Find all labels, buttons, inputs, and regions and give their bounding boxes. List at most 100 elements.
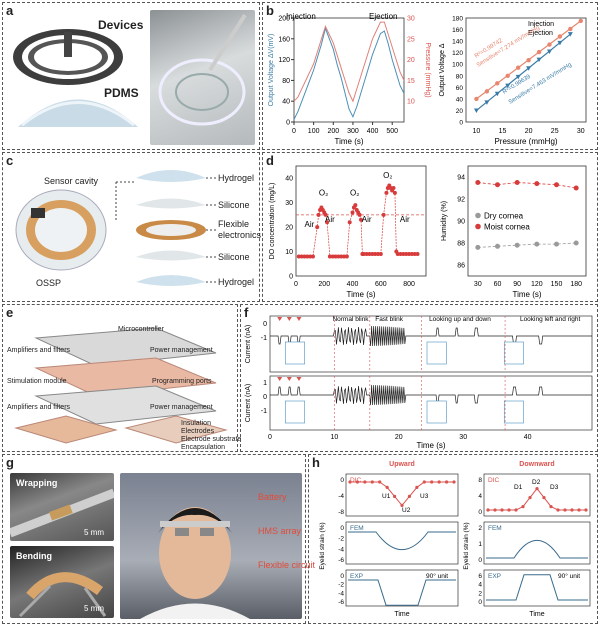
y-axis-label: Output Voltage ΔV(mV) [268, 34, 275, 107]
dic-point [486, 508, 490, 512]
x-tick-label: 200 [327, 128, 339, 135]
panel-f-label: f [244, 305, 249, 320]
x-tick-label: 0 [294, 281, 298, 288]
hydrogel-bottom-label: Hydrogel [218, 277, 255, 287]
annotation: Air [325, 215, 335, 224]
exp-line [486, 574, 588, 601]
dic-point [535, 487, 539, 491]
blink-marker [296, 377, 302, 381]
x-tick-label: 120 [531, 281, 543, 288]
y-tick-label: 8 [478, 477, 482, 484]
dic-point [584, 508, 588, 512]
data-point [534, 181, 540, 187]
y-tick-label: 40 [285, 176, 293, 183]
segment-label: Fast blink [375, 316, 404, 323]
plot-frame [483, 473, 591, 517]
y-tick-label: 2 [478, 525, 482, 532]
y-tick-label: 40 [456, 96, 464, 103]
legend-marker [475, 223, 481, 230]
x-axis-label: Time [529, 611, 544, 618]
panel-e-label: e [6, 305, 14, 320]
y-tick-label: -1 [261, 335, 267, 342]
inset-box [285, 341, 305, 365]
data-point-ejection [557, 34, 563, 39]
plot-frame [345, 473, 459, 517]
y-tick-label: -2 [338, 582, 344, 589]
data-point [404, 252, 409, 256]
point-label: D3 [550, 484, 559, 491]
data-point [316, 212, 321, 217]
panel-a-photo [150, 10, 255, 145]
series-line-voltage [293, 26, 405, 120]
data-point-injection [567, 32, 573, 37]
row-label: EXP [488, 573, 501, 580]
microcontroller-label: Microcontroller [118, 326, 164, 333]
y-tick-label: 6 [478, 573, 482, 580]
y2-tick-label: 20 [407, 57, 415, 64]
annotation: Air [400, 215, 410, 224]
data-point [305, 254, 310, 259]
x-tick-label: 60 [494, 281, 502, 288]
annotation-injection: Injection [286, 12, 316, 21]
dic-point [528, 496, 532, 500]
y-tick-label: 90 [457, 219, 465, 226]
x-tick-label: 0 [292, 128, 296, 135]
dic-point [542, 496, 546, 500]
data-point-injection [494, 91, 500, 97]
data-point [299, 254, 304, 259]
y-axis-label: Current (nA) [245, 384, 252, 423]
x-tick-label: 10 [331, 434, 339, 441]
y-tick-label: 0 [478, 557, 482, 564]
data-point [347, 220, 352, 225]
y-tick-label: 0 [478, 509, 482, 516]
data-point-injection [536, 57, 542, 63]
unit-label: 90° unit [558, 572, 580, 580]
panel-e [2, 304, 238, 452]
panel-d-label: d [266, 153, 274, 168]
dic-point [444, 480, 449, 484]
y-tick-label: 120 [452, 50, 463, 57]
y-tick-label: 140 [452, 39, 463, 46]
data-point [370, 252, 375, 256]
data-point [339, 254, 344, 259]
y-tick-label: 0 [340, 477, 344, 484]
silicone-bottom-label: Silicone [218, 252, 250, 262]
data-point [534, 241, 540, 247]
y-axis-label: DO concentration (mg/L) [269, 183, 276, 260]
x-tick-label: 30 [474, 281, 482, 288]
data-point [367, 252, 372, 256]
amplifiers-top-label: Amplifiers and filters [7, 347, 71, 354]
panel-g-label: g [6, 455, 14, 470]
dic-point [355, 480, 360, 484]
bending-scale-label: 5 mm [84, 604, 104, 613]
segment-label: Normal blink [332, 316, 369, 323]
wrapping-label: Wrapping [16, 478, 58, 488]
data-point [361, 252, 366, 256]
wrapping-photo [10, 473, 114, 541]
data-point-injection [546, 49, 552, 55]
panel-c-label: c [6, 153, 14, 168]
panel-a [2, 2, 260, 150]
dic-point [577, 508, 581, 512]
x-axis-label: Time (s) [334, 137, 363, 146]
blink-marker [277, 317, 283, 321]
x-tick-label: 10 [473, 128, 481, 135]
point-label: U3 [420, 493, 429, 500]
row-label: FEM [488, 525, 502, 532]
plot-frame [465, 17, 587, 123]
y2-tick-label: 15 [407, 78, 415, 85]
dic-point [437, 480, 441, 484]
annotation: Air [362, 215, 372, 224]
y-tick-label: 0 [340, 573, 344, 580]
panel-h [308, 454, 598, 624]
battery-label: Battery [258, 492, 287, 502]
data-point [395, 252, 400, 256]
annotation: O₂ [383, 171, 392, 180]
y-tick-label: 160 [452, 27, 463, 34]
x-tick-label: 100 [308, 128, 320, 135]
amplifiers-bottom-label: Amplifiers and filters [7, 404, 71, 411]
dic-point [392, 494, 397, 498]
blink-marker [277, 377, 283, 381]
y-tick-label: 80 [282, 78, 290, 85]
